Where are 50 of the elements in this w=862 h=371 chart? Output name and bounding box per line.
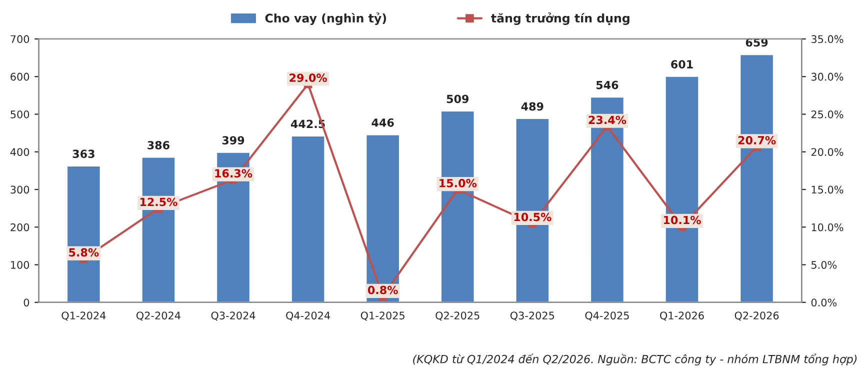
x-tick-label: Q2-2024 <box>136 312 180 321</box>
data-label: 0.8% <box>368 286 398 294</box>
y-tick-label: 300 <box>10 186 30 194</box>
y2-tick-label: 15.0% <box>812 186 844 194</box>
y2-tick-label: 0.0% <box>811 298 837 306</box>
x-tick-label: Q1-2024 <box>62 312 106 321</box>
data-label: 29.0% <box>290 74 327 82</box>
data-label: 5.8% <box>69 248 99 257</box>
x-tick-label: Q2-2025 <box>436 312 480 321</box>
x-tick-label: Q1-2026 <box>660 312 704 321</box>
y-tick-label: 0 <box>24 298 30 306</box>
data-label: 489 <box>521 102 544 111</box>
bar <box>290 135 326 302</box>
x-tick-label: Q3-2024 <box>211 312 256 321</box>
data-label: 10.5% <box>514 212 552 222</box>
bar <box>365 134 400 302</box>
x-tick-label: Q1-2025 <box>360 312 404 321</box>
y2-tick-label: 20.0% <box>811 148 844 156</box>
legend-label: Cho vay (nghìn tỷ) <box>265 12 386 25</box>
data-label: 386 <box>148 141 170 150</box>
y2-tick-label: 30.0% <box>811 72 844 81</box>
y-tick-label: 400 <box>10 148 30 156</box>
data-label: 399 <box>222 136 244 145</box>
y-tick-label: 100 <box>11 260 30 269</box>
data-label: 23.4% <box>588 116 626 124</box>
y-tick-label: 700 <box>10 35 30 44</box>
bar <box>66 165 102 302</box>
data-label: 363 <box>72 150 94 158</box>
text: (KQKD từ Q1/2024 đến Q2/2026. Nguồn: BCTC công ty - nhóm LTBNM tổng hợp) <box>413 354 857 366</box>
y2-tick-label: 10.0% <box>812 223 844 232</box>
data-label: 446 <box>372 118 394 127</box>
y2-tick-label: 35.0% <box>811 35 844 44</box>
x-tick-label: Q2-2026 <box>734 312 779 321</box>
data-label: 10.1% <box>664 216 701 224</box>
y-tick-label: 600 <box>10 72 30 81</box>
x-tick-label: Q3-2025 <box>510 312 554 321</box>
y2-tick-label: 25.0% <box>811 110 844 118</box>
data-label: 12.5% <box>140 198 178 206</box>
data-label: 15.0% <box>440 178 477 188</box>
x-tick-label: Q4-2025 <box>585 312 629 321</box>
data-label: 509 <box>446 94 469 104</box>
legend-label: tăng trưởng tín dụng <box>491 12 630 25</box>
data-label: 601 <box>671 60 693 68</box>
y2-tick-label: 5.0% <box>811 260 837 269</box>
data-label: 546 <box>596 80 618 90</box>
y-tick-label: 500 <box>10 110 30 118</box>
x-tick-label: Q4-2024 <box>286 312 330 321</box>
data-label: 20.7% <box>738 136 776 144</box>
data-label: 16.3% <box>215 169 252 178</box>
y-tick-label: 200 <box>10 223 30 232</box>
